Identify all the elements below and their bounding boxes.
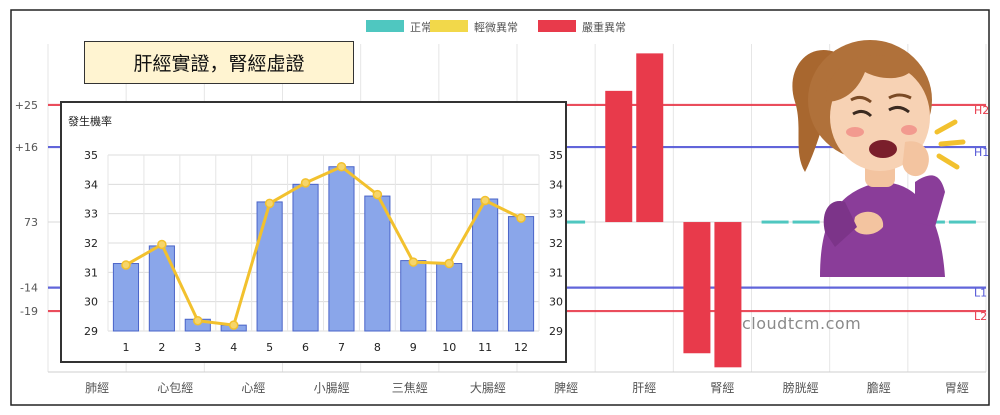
line-point	[336, 161, 347, 172]
y-tick-label-left: 33	[84, 208, 98, 221]
meridian-bar	[761, 220, 789, 224]
y-tick-label-left: 35	[84, 149, 98, 162]
y-tick-label-right: 34	[549, 178, 563, 191]
y-tick-label-right: 35	[549, 149, 563, 162]
y-tick-label-right: 29	[549, 325, 563, 338]
line-point	[408, 257, 419, 267]
category-label: 大腸經	[470, 381, 506, 395]
x-tick-label: 5	[266, 341, 273, 354]
meridian-bar	[714, 222, 742, 368]
meridian-bar	[792, 220, 820, 224]
line-point	[157, 239, 167, 250]
reference-label-h2: H2	[974, 104, 989, 117]
diagnosis-title: 肝經實證，腎經虛證	[133, 53, 305, 75]
x-tick-label: 11	[478, 341, 492, 354]
probability-bar	[112, 263, 140, 332]
category-label: 膀胱經	[783, 380, 819, 395]
y-tick-label: +16	[15, 141, 38, 154]
category-label: 心經	[241, 381, 265, 395]
probability-bar	[400, 260, 427, 332]
meridian-bar	[948, 220, 976, 224]
y-tick-label-left: 32	[84, 237, 98, 250]
meridian-bar	[605, 90, 633, 223]
x-tick-label: 10	[442, 341, 456, 354]
probability-bar	[148, 245, 175, 332]
category-label: 膽經	[867, 380, 891, 395]
x-tick-label: 9	[410, 341, 417, 354]
diagnosis-title-box: 肝經實證，腎經虛證	[84, 41, 354, 84]
y-tick-label-left: 34	[84, 178, 98, 191]
category-label: 心包經	[157, 381, 193, 395]
category-label: 肺經	[85, 381, 109, 395]
y-tick-label-left: 29	[84, 325, 98, 338]
line-point	[300, 178, 311, 188]
probability-inset-chart: 發生機率 29 29 30 30 31 31 32 32 33 33 34 34 35 35 1 2 3 4 5 6 7 8…	[60, 101, 567, 363]
probability-bar	[472, 198, 499, 332]
y-tick-label: 73	[24, 216, 38, 229]
y-tick-label-right: 31	[549, 266, 563, 279]
line-point	[228, 320, 239, 330]
y-axis-label: 發生機率	[68, 114, 112, 128]
category-label: 肝經	[632, 381, 656, 395]
category-label: 胃經	[945, 381, 969, 395]
reference-label-l1: L1	[974, 287, 987, 300]
probability-line	[125, 164, 522, 327]
line-point	[121, 260, 131, 270]
legend-label: 正常	[410, 21, 432, 34]
x-tick-label: 1	[122, 341, 129, 354]
y-tick-label-right: 33	[549, 208, 563, 221]
y-tick-label-left: 30	[84, 296, 98, 309]
category-label: 三焦經	[392, 381, 428, 395]
x-tick-label: 3	[194, 341, 201, 354]
line-point	[193, 315, 203, 326]
chart-frame	[10, 9, 990, 406]
y-tick-label-right: 32	[549, 237, 563, 250]
x-tick-label: 4	[230, 341, 237, 354]
reference-label-h1: H1	[974, 146, 989, 159]
x-tick-label: 8	[374, 341, 381, 354]
y-tick-label: -14	[20, 282, 38, 295]
watermark: cloudtcm.com	[742, 314, 862, 333]
line-point	[444, 258, 454, 269]
x-tick-label: 7	[338, 341, 345, 354]
line-point	[372, 189, 383, 200]
legend-label: 輕微異常	[474, 20, 518, 34]
line-point	[480, 195, 490, 206]
meridian-bar	[636, 53, 664, 223]
y-tick-label-right: 30	[549, 296, 563, 309]
category-label: 腎經	[710, 381, 734, 395]
legend-swatch	[538, 20, 576, 32]
y-tick-label: -19	[20, 305, 38, 318]
y-tick-label: +25	[15, 99, 38, 112]
category-label: 脾經	[554, 380, 578, 395]
probability-bar	[364, 195, 391, 332]
line-point	[264, 198, 275, 209]
meridian-bar	[683, 222, 711, 354]
y-tick-label-left: 31	[84, 266, 98, 279]
meridian-bar	[558, 220, 586, 224]
line-point	[516, 213, 526, 223]
x-tick-label: 12	[514, 341, 528, 354]
legend-swatch	[430, 20, 468, 32]
probability-bar	[436, 263, 463, 332]
legend-label: 嚴重異常	[582, 20, 626, 34]
reference-label-l2: L2	[974, 310, 987, 323]
legend-swatch	[366, 20, 404, 32]
x-tick-label: 2	[158, 341, 165, 354]
x-tick-label: 6	[302, 341, 309, 354]
coughing-woman-illustration	[792, 40, 966, 277]
probability-bar	[256, 201, 283, 332]
probability-bar	[328, 166, 355, 332]
category-label: 小腸經	[314, 381, 350, 395]
probability-bar	[292, 183, 319, 332]
probability-bar	[507, 216, 535, 332]
